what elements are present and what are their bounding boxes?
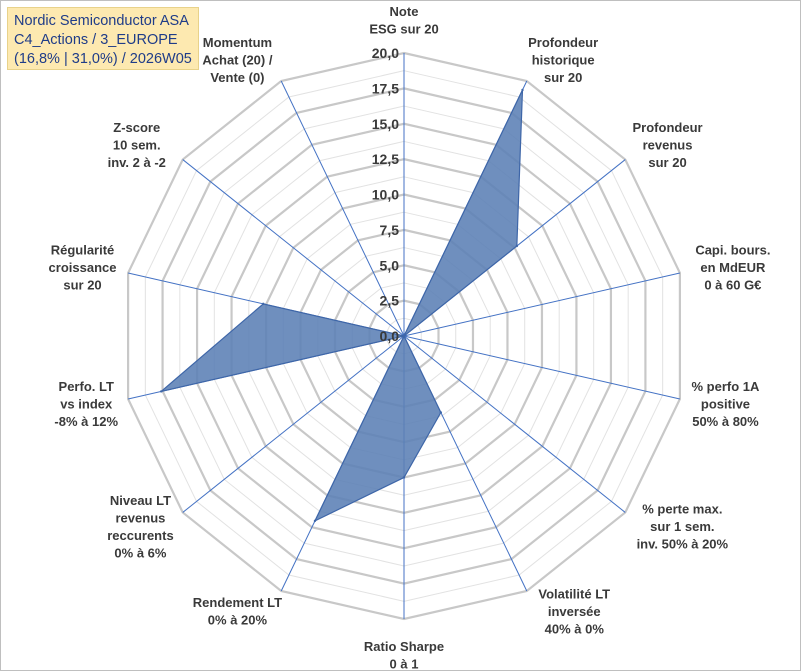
series-point [402,334,406,338]
category-label: Capi. bours. en MdEUR 0 à 60 G€ [695,243,770,293]
chart-title-box: Nordic Semiconductor ASA C4_Actions / 3_… [7,7,199,70]
category-label: Niveau LT revenus reccurents 0% à 6% [107,493,173,560]
title-stats: (16,8% | 31,0%) / 2026W05 [14,51,192,67]
series-point [515,244,519,248]
series-point [160,390,163,393]
spoke-line [182,335,405,513]
radial-axis-ticks: 0,0 2,5 5,0 7,5 10,0 12,5 15,0 17,5 20,0 [372,45,399,344]
category-label: Momentum Achat (20) / Vente (0) [202,35,272,85]
category-label: Volatilité LT inversée 40% à 0% [538,586,610,636]
spoke-line [403,335,681,400]
category-label: Ratio Sharpe 0 à 1 [364,639,444,671]
spoke-line [182,159,405,337]
category-label: Régularité croissance sur 20 [49,243,117,293]
category-label: Profondeur revenus sur 20 [633,120,703,170]
series-point [521,88,524,92]
category-label: Profondeur historique sur 20 [528,35,598,85]
category-label: Perfo. LT vs index -8% à 12% [54,379,118,429]
radar-series [160,88,524,523]
tick-label: 17,5 [372,80,399,96]
category-label: Note ESG sur 20 [369,4,438,37]
spoke-line [403,272,681,337]
tick-label: 7,5 [380,222,400,238]
tick-label: 20,0 [372,45,399,61]
series-point [439,411,443,414]
tick-label: 0,0 [380,328,400,344]
series-point [402,476,406,479]
category-label: % perfo 1A positive 50% à 80% [692,379,761,429]
spoke-line [403,335,626,513]
title-category: C4_Actions / 3_EUROPE [14,32,178,48]
tick-label: 2,5 [380,293,400,309]
category-label: Rendement LT 0% à 20% [193,595,282,628]
tick-label: 5,0 [380,257,400,273]
tick-label: 12,5 [372,151,399,167]
category-label: % perte max. sur 1 sem. inv. 50% à 20% [637,502,729,552]
tick-label: 10,0 [372,187,399,203]
spoke-line [280,80,405,337]
category-labels: Note ESG sur 20 Profondeur historique sur 20… [49,4,771,671]
category-label: Z-score 10 sem. inv. 2 à -2 [108,120,166,170]
tick-label: 15,0 [372,116,399,132]
title-company: Nordic Semiconductor ASA [14,13,189,29]
series-point [262,302,265,306]
series-point [313,519,317,523]
